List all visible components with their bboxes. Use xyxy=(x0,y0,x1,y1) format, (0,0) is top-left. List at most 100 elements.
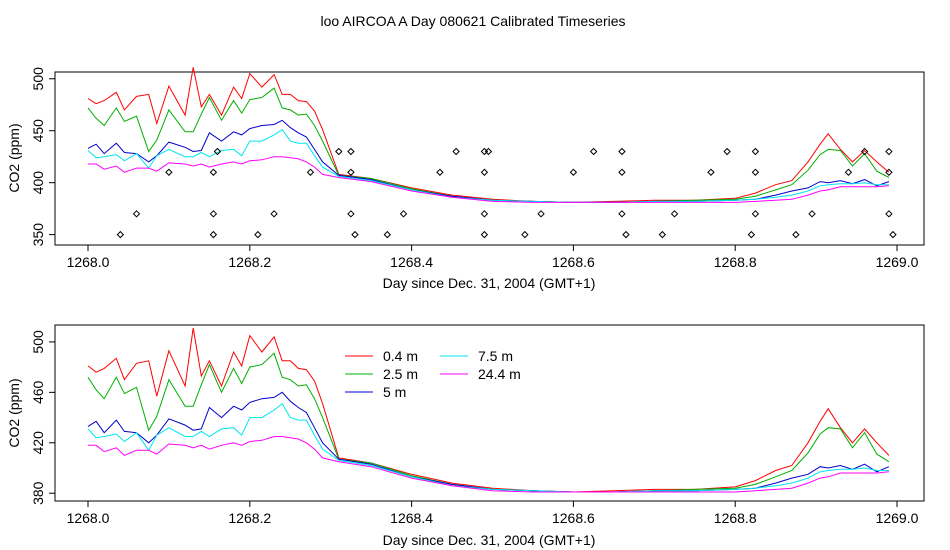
scatter-point xyxy=(213,147,222,156)
x-tick-label: 1268.0 xyxy=(67,254,110,270)
scatter-point xyxy=(347,147,355,156)
x-tick-label: 1268.2 xyxy=(228,510,271,526)
bottom-y-axis: 380 420 460 500 xyxy=(30,330,55,505)
bottom-series-lines xyxy=(87,327,890,493)
x-tick-label: 1268.6 xyxy=(552,254,595,270)
y-tick-label: 350 xyxy=(30,223,46,247)
scatter-point xyxy=(885,210,893,218)
top-y-axis: 350 400 450 500 xyxy=(30,67,55,246)
scatter-point xyxy=(347,168,355,176)
scatter-point xyxy=(723,147,731,156)
bottom-panel: 1268.0 1268.2 1268.4 1268.6 1268.8 1269.0 380… xyxy=(6,324,925,548)
x-tick-label: 1268.8 xyxy=(714,254,757,270)
legend-label: 7.5 m xyxy=(478,348,513,364)
y-tick-label: 460 xyxy=(30,380,46,404)
scatter-point xyxy=(436,168,444,176)
scatter-point xyxy=(622,230,630,239)
scatter-point xyxy=(618,210,626,218)
legend-label: 5 m xyxy=(383,384,406,400)
y-tick-label: 420 xyxy=(30,431,46,455)
figure-title: loo AIRCOA A Day 080621 Calibrated Times… xyxy=(320,13,625,29)
legend-label: 2.5 m xyxy=(383,366,418,382)
scatter-point xyxy=(860,147,869,156)
top-panel: 1268.0 1268.2 1268.4 1268.6 1268.8 1269.0 350… xyxy=(6,67,925,291)
x-tick-label: 1268.4 xyxy=(390,254,433,270)
x-tick-label: 1268.4 xyxy=(390,510,433,526)
top-x-axis-label: Day since Dec. 31, 2004 (GMT+1) xyxy=(383,275,596,291)
x-tick-label: 1269.0 xyxy=(876,254,919,270)
scatter-point xyxy=(618,147,626,156)
scatter-point xyxy=(589,147,598,156)
scatter-point xyxy=(306,168,315,176)
scatter-point xyxy=(399,210,408,218)
scatter-point xyxy=(569,168,578,176)
scatter-point xyxy=(116,230,125,239)
scatter-point xyxy=(270,210,278,218)
scatter-point xyxy=(521,230,529,239)
series-line-24-4-m xyxy=(88,156,889,203)
scatter-point xyxy=(889,230,897,239)
series-line-2-5-m xyxy=(87,352,890,493)
scatter-point xyxy=(254,230,262,239)
bottom-y-axis-label: CO2 (ppm) xyxy=(6,378,22,447)
scatter-point xyxy=(885,168,893,176)
top-series-lines xyxy=(87,67,890,203)
scatter-point xyxy=(484,147,493,156)
scatter-point xyxy=(658,230,667,239)
top-y-axis-label: CO2 (ppm) xyxy=(6,123,22,192)
bottom-x-axis: 1268.0 1268.2 1268.4 1268.6 1268.8 1269.0 xyxy=(67,501,919,526)
bottom-x-axis-label: Day since Dec. 31, 2004 (GMT+1) xyxy=(383,532,596,548)
scatter-point xyxy=(347,210,355,218)
y-tick-label: 400 xyxy=(30,171,46,195)
scatter-point xyxy=(618,168,626,176)
bottom-legend: 0.4 m 2.5 m 5 m 7.5 m 24.4 m xyxy=(345,348,521,400)
scatter-point xyxy=(751,147,760,156)
series-line-5-m xyxy=(87,391,890,493)
top-x-axis: 1268.0 1268.2 1268.4 1268.6 1268.8 1269.0 xyxy=(67,245,919,270)
y-tick-label: 450 xyxy=(30,119,46,143)
scatter-point xyxy=(383,230,392,239)
scatter-point xyxy=(751,210,760,218)
legend-label: 0.4 m xyxy=(383,348,418,364)
top-scatter-points xyxy=(116,147,897,239)
scatter-point xyxy=(480,210,489,218)
scatter-point xyxy=(452,147,460,156)
scatter-point xyxy=(351,230,359,239)
x-tick-label: 1268.6 xyxy=(552,510,595,526)
x-tick-label: 1268.2 xyxy=(228,254,271,270)
scatter-point xyxy=(209,210,218,218)
y-tick-label: 500 xyxy=(30,67,46,91)
scatter-point xyxy=(792,230,800,239)
scatter-point xyxy=(335,147,343,156)
series-line-2-5-m xyxy=(87,87,890,203)
series-line-5-m xyxy=(87,119,890,203)
top-plot-frame xyxy=(54,71,925,246)
scatter-point xyxy=(537,210,545,218)
x-tick-label: 1268.0 xyxy=(67,510,110,526)
scatter-point xyxy=(480,147,489,156)
series-line-24-4-m xyxy=(88,436,889,493)
scatter-point xyxy=(808,210,816,218)
scatter-point xyxy=(480,230,489,239)
scatter-point xyxy=(844,168,853,176)
scatter-point xyxy=(707,168,715,176)
bottom-plot-frame xyxy=(54,324,925,502)
scatter-point xyxy=(209,168,218,176)
x-tick-label: 1268.8 xyxy=(714,510,757,526)
scatter-point xyxy=(209,230,218,239)
series-line-7-5-m xyxy=(87,402,889,493)
scatter-point xyxy=(751,168,760,176)
series-line-7-5-m xyxy=(87,129,889,203)
series-line-0-4-m xyxy=(87,67,890,203)
y-tick-label: 380 xyxy=(30,481,46,505)
scatter-point xyxy=(747,230,756,239)
scatter-point xyxy=(670,210,679,218)
y-tick-label: 500 xyxy=(30,330,46,354)
scatter-point xyxy=(885,147,893,156)
scatter-point xyxy=(480,168,489,176)
x-tick-label: 1269.0 xyxy=(876,510,919,526)
series-line-0-4-m xyxy=(87,327,890,493)
legend-label: 24.4 m xyxy=(478,366,521,382)
scatter-point xyxy=(132,210,141,218)
